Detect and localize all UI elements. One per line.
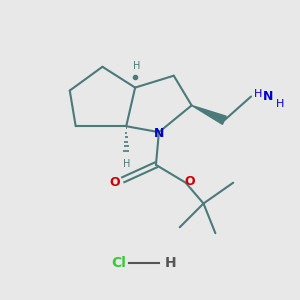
Text: H: H bbox=[165, 256, 176, 270]
Text: H: H bbox=[254, 88, 262, 98]
Text: N: N bbox=[263, 90, 273, 103]
Text: N: N bbox=[154, 127, 164, 140]
Text: O: O bbox=[109, 176, 120, 189]
Text: H: H bbox=[276, 99, 285, 109]
Text: H: H bbox=[122, 159, 130, 169]
Text: O: O bbox=[185, 175, 195, 188]
Text: Cl: Cl bbox=[111, 256, 126, 270]
Polygon shape bbox=[192, 105, 226, 124]
Text: H: H bbox=[133, 61, 140, 71]
